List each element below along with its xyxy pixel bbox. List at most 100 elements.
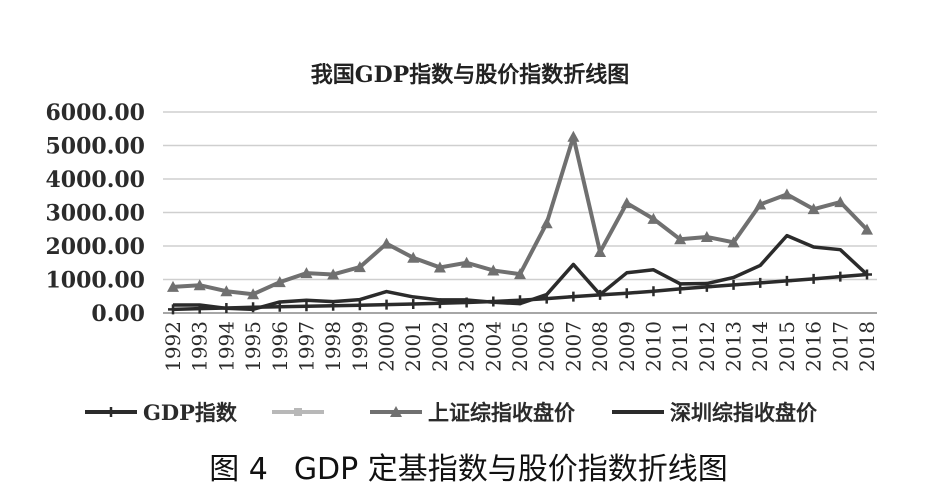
x-tick-label: 2001 (401, 321, 425, 372)
figure-label: 图 4 (209, 452, 268, 487)
data-point (754, 198, 767, 210)
data-point (327, 268, 340, 280)
legend-item-3: 深圳综指收盘价 (612, 400, 818, 425)
x-tick-label: 1994 (214, 321, 238, 372)
data-point (728, 279, 739, 290)
legend-item-2: 上证综指收盘价 (370, 400, 576, 425)
chart-title: 我国GDP指数与股价指数折线图 (311, 62, 629, 88)
data-point (595, 289, 606, 300)
x-tick-label: 2018 (855, 321, 879, 372)
y-tick-label: 3000.00 (45, 201, 145, 227)
data-point (514, 268, 526, 280)
data-point (193, 279, 206, 291)
x-tick-label: 1997 (294, 321, 318, 372)
data-point (328, 300, 339, 311)
data-point (408, 298, 419, 309)
data-point (380, 237, 393, 249)
data-point (567, 130, 580, 142)
data-point (353, 261, 366, 273)
data-point (647, 212, 660, 224)
series-0 (168, 269, 872, 315)
x-tick-label: 1996 (268, 321, 292, 372)
data-point (167, 280, 179, 292)
data-point (781, 275, 792, 286)
data-point (755, 277, 766, 288)
data-point (461, 297, 472, 308)
x-tick-label: 2007 (561, 321, 585, 372)
data-point (274, 301, 285, 312)
data-point (594, 246, 607, 258)
data-point (433, 261, 446, 273)
data-point (861, 223, 873, 235)
data-point (168, 304, 178, 315)
data-point (648, 286, 659, 297)
data-point (807, 203, 820, 215)
x-tick-label: 2013 (722, 321, 746, 372)
data-point (727, 236, 740, 248)
x-tick-label: 2015 (775, 321, 799, 372)
x-tick-label: 2005 (508, 321, 532, 372)
data-point (434, 298, 445, 309)
x-tick-label: 1995 (241, 321, 265, 372)
data-point (300, 267, 313, 279)
x-tick-label: 2016 (802, 321, 826, 372)
y-tick-label: 6000.00 (45, 100, 145, 126)
data-point (835, 271, 846, 282)
legend-item-0: GDP指数 (85, 400, 238, 425)
x-tick-label: 1998 (321, 321, 345, 372)
x-tick-label: 2010 (641, 321, 665, 372)
line-chart: 我国GDP指数与股价指数折线图 0.00 1000.00 2000.00 3000.0… (45, 62, 879, 425)
data-point (701, 281, 712, 292)
legend-swatch-marker (390, 406, 402, 417)
data-point (541, 293, 552, 304)
data-point (354, 300, 365, 311)
legend-label: 上证综指收盘价 (428, 400, 576, 425)
data-point (221, 302, 232, 313)
data-point (381, 299, 392, 310)
data-point (834, 196, 847, 208)
x-tick-label: 2006 (535, 321, 559, 372)
data-point (568, 291, 579, 302)
x-tick-label: 2008 (588, 321, 612, 372)
data-point (780, 188, 793, 200)
data-point (247, 288, 260, 300)
legend-item-1 (272, 408, 324, 416)
y-tick-label: 1000.00 (45, 268, 145, 294)
x-tick-label: 2017 (828, 321, 852, 372)
x-tick-label: 2000 (375, 321, 399, 372)
x-tick-label: 2009 (615, 321, 639, 372)
legend-label: 深圳综指收盘价 (670, 400, 818, 425)
data-point (620, 197, 633, 209)
legend: GDP指数 上证综指收盘价 深圳综指收盘价 (85, 400, 818, 425)
data-point (407, 251, 420, 263)
data-point (194, 303, 205, 314)
x-tick-label: 2004 (481, 321, 505, 372)
x-tick-label: 2002 (428, 321, 452, 372)
data-point (675, 283, 686, 294)
data-point (515, 295, 525, 306)
y-axis-ticks: 0.00 1000.00 2000.00 3000.00 4000.00 5000.00 6… (45, 100, 145, 327)
figure-caption: 图 4 GDP 定基指数与股价指数折线图 (0, 444, 937, 488)
data-point (808, 273, 819, 284)
data-point (248, 302, 259, 313)
legend-label: GDP指数 (143, 400, 238, 425)
data-point (700, 230, 713, 242)
data-point (621, 288, 632, 299)
data-point (301, 301, 312, 312)
data-point (488, 296, 499, 307)
y-tick-label: 0.00 (91, 301, 145, 327)
x-axis-ticks: 1992 1993 1994 1995 1996 1997 1998 1999 2000 2001… (161, 321, 879, 372)
data-point (273, 276, 286, 288)
x-tick-label: 2012 (695, 321, 719, 372)
data-point (862, 269, 872, 280)
legend-swatch-marker (294, 408, 302, 416)
legend-swatch-marker (106, 407, 116, 417)
x-tick-label: 1999 (348, 321, 372, 372)
data-point (674, 233, 687, 245)
x-tick-label: 2003 (455, 321, 479, 372)
series-2 (167, 130, 873, 300)
data-point (460, 256, 473, 268)
y-tick-label: 5000.00 (45, 134, 145, 160)
x-tick-label: 2014 (748, 321, 772, 372)
data-point (540, 217, 553, 229)
